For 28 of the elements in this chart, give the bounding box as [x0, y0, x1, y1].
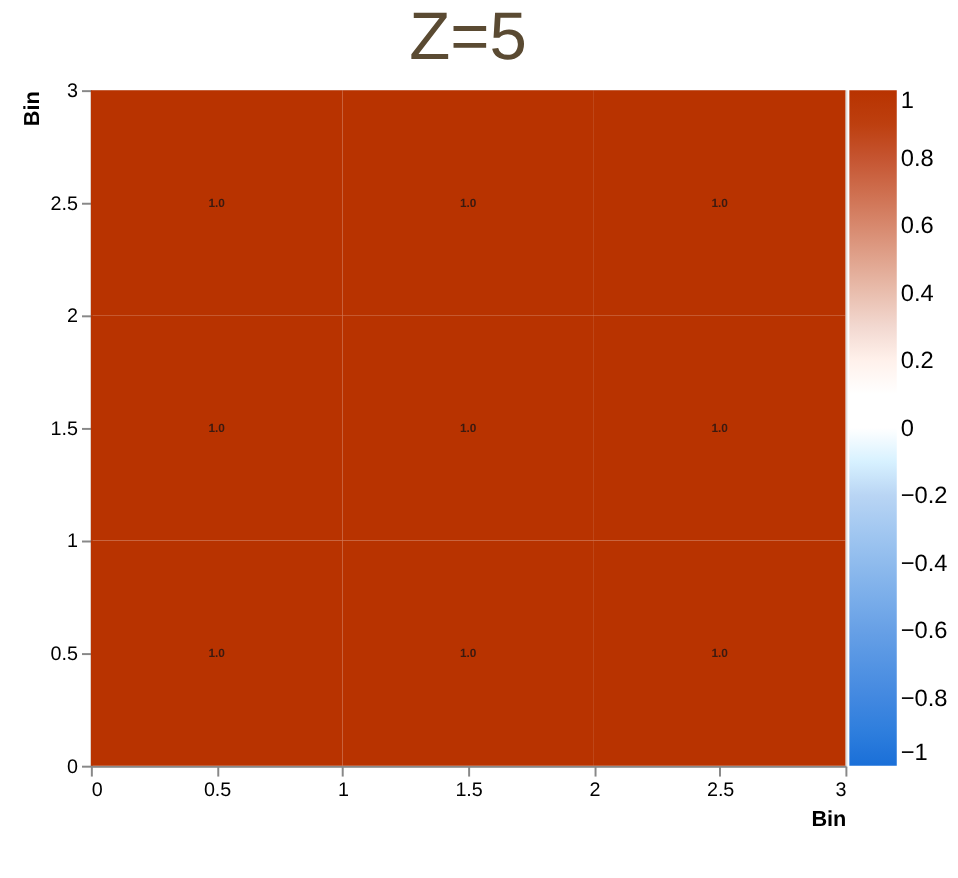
- x-tick-label: 2: [589, 780, 601, 803]
- color-bar-label: 0.2: [900, 346, 934, 375]
- color-bar-label: −0.4: [900, 548, 949, 577]
- chart-title: Z=5: [409, 0, 527, 75]
- color-bar-label: 0.8: [900, 143, 935, 172]
- x-axis-title: Bin: [811, 807, 847, 832]
- y-tick-label: 1.5: [50, 418, 80, 441]
- color-bar-label: 0.4: [900, 278, 935, 307]
- y-tick-label: 0.5: [50, 644, 80, 667]
- color-bar-label: 0: [900, 413, 915, 442]
- x-tick-label: 3: [835, 780, 848, 803]
- color-bar-label: −0.2: [900, 481, 948, 510]
- y-tick-label: 2: [67, 306, 79, 329]
- color-bar-label: −0.6: [900, 616, 949, 645]
- y-tick-label: 3: [67, 81, 80, 104]
- x-tick-label: 0.5: [203, 780, 233, 803]
- x-tick-label: 1.5: [455, 780, 484, 803]
- y-tick-label: 1: [67, 531, 79, 554]
- color-bar-label: 0.6: [900, 211, 935, 240]
- x-tick-label: 2.5: [706, 780, 736, 803]
- color-bar-label: 1: [900, 85, 915, 114]
- x-tick-label: 0: [91, 780, 104, 803]
- y-tick-label: 2.5: [50, 193, 80, 216]
- y-tick-label: 0: [67, 756, 80, 779]
- x-tick-label: 1: [337, 780, 349, 803]
- color-bar-label: −1: [900, 737, 929, 766]
- y-axis-title: Bin: [20, 91, 45, 127]
- color-bar-label: −0.8: [900, 684, 949, 713]
